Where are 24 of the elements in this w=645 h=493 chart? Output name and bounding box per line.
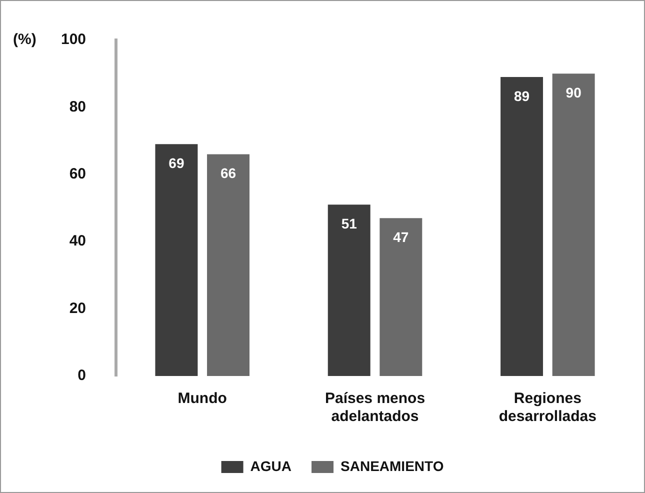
data-label: 69 xyxy=(168,155,184,172)
data-label: 89 xyxy=(514,88,530,104)
bar xyxy=(207,154,250,376)
y-tick-label: 100 xyxy=(60,31,86,48)
y-tick-label: 40 xyxy=(69,232,86,250)
data-label: 47 xyxy=(393,228,409,245)
data-label: 66 xyxy=(220,165,236,182)
bar xyxy=(500,76,544,376)
x-tick-label: Mundo xyxy=(178,390,227,408)
bar xyxy=(552,74,595,376)
y-tick-label: 20 xyxy=(69,300,86,317)
legend-label: AGUA xyxy=(250,458,292,474)
y-tick-label: 0 xyxy=(78,367,86,384)
y-tick-label: 80 xyxy=(69,98,86,116)
legend-label: SANEAMIENTO xyxy=(340,458,444,474)
bar xyxy=(155,144,198,376)
y-axis-title: (%) xyxy=(13,31,36,48)
y-tick-label: 60 xyxy=(69,166,86,183)
x-tick-label: Regiones desarrolladas xyxy=(498,390,596,426)
x-tick-label: Países menos adelantados xyxy=(324,390,426,426)
bar xyxy=(328,204,370,376)
data-label: 90 xyxy=(566,84,582,100)
bar xyxy=(380,218,422,376)
data-label: 51 xyxy=(341,216,358,232)
